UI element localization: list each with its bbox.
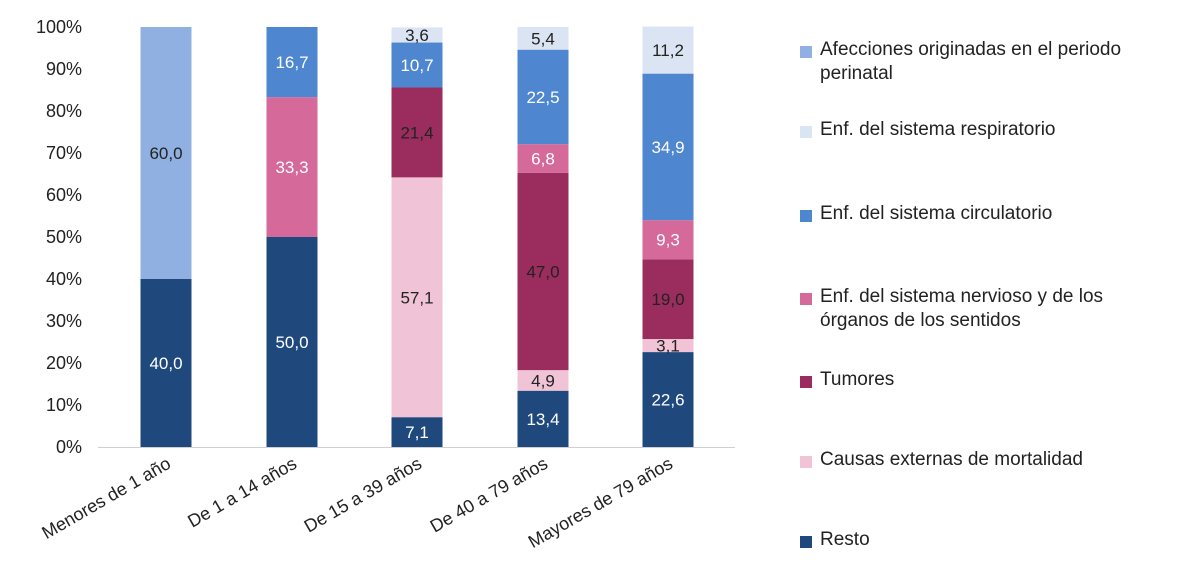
bar-segment — [517, 27, 569, 50]
legend-swatch — [800, 293, 812, 305]
y-tick-label: 80% — [46, 101, 82, 121]
data-label: 40,0 — [149, 354, 182, 373]
bar-segment — [391, 177, 443, 418]
y-tick-label: 90% — [46, 59, 82, 79]
y-tick-label: 60% — [46, 185, 82, 205]
legend-swatch — [800, 536, 812, 548]
bar-segment — [642, 259, 694, 340]
y-tick-label: 20% — [46, 353, 82, 373]
legend-label: Tumores — [820, 369, 895, 390]
legend-swatch — [800, 210, 812, 222]
legend-item-circulatorio: Enf. del sistema circulatorio — [800, 202, 1170, 226]
y-tick-label: 10% — [46, 395, 82, 415]
x-tick-label: De 40 a 79 años — [427, 453, 551, 536]
legend-label: Enf. del sistema respiratorio — [820, 119, 1056, 140]
legend: Afecciones originadas en el periodo peri… — [800, 20, 1180, 560]
data-label: 16,7 — [275, 53, 308, 72]
y-tick-label: 50% — [46, 227, 82, 247]
data-label: 21,4 — [400, 123, 433, 142]
legend-label: Resto — [820, 529, 870, 550]
bar-segment — [642, 220, 694, 260]
stacked-bar-chart: 0% 10% 20% 30% 40% 50% 60% 70% 80% 90% 100% 40,0 60,… — [36, 17, 735, 552]
data-label: 34,9 — [651, 138, 684, 157]
bar-segment — [140, 27, 192, 279]
y-tick-label: 70% — [46, 143, 82, 163]
data-label: 3,6 — [405, 26, 429, 45]
bar-segment — [517, 390, 569, 447]
bar-segment — [391, 87, 443, 178]
bar-segment — [266, 27, 318, 98]
data-label: 3,1 — [656, 337, 680, 356]
legend-item-perinatal: Afecciones originadas en el periodo peri… — [800, 38, 1170, 86]
chart-area: 0% 10% 20% 30% 40% 50% 60% 70% 80% 90% 100% 40,0 60,… — [36, 17, 735, 552]
legend-item-nervioso: Enf. del sistema nervioso y de los órgan… — [800, 285, 1170, 333]
data-label: 7,1 — [405, 423, 429, 442]
data-label: 60,0 — [149, 144, 182, 163]
bar-segment — [642, 352, 694, 447]
data-label: 4,9 — [531, 371, 555, 390]
bar-segment — [517, 172, 569, 371]
legend-item-respiratorio: Enf. del sistema respiratorio — [800, 118, 1170, 142]
legend-item-causas-externas: Causas externas de mortalidad — [800, 448, 1170, 472]
bar-segment — [517, 49, 569, 145]
data-label: 50,0 — [275, 333, 308, 352]
data-label: 11,2 — [652, 41, 684, 60]
data-label: 13,4 — [526, 410, 559, 429]
data-label: 6,8 — [531, 149, 555, 168]
legend-swatch — [800, 126, 812, 138]
legend-item-resto: Resto — [800, 528, 1170, 552]
bar-segment — [140, 279, 192, 447]
legend-label: Causas externas de mortalidad — [820, 449, 1083, 470]
bar-segment — [266, 237, 318, 447]
legend-item-tumores: Tumores — [800, 368, 1170, 392]
y-tick-label: 100% — [36, 17, 82, 37]
legend-swatch — [800, 456, 812, 468]
legend-label: Enf. del sistema circulatorio — [820, 203, 1053, 224]
legend-swatch — [800, 376, 812, 388]
bar-segment — [266, 97, 318, 237]
data-label: 9,3 — [656, 231, 680, 250]
data-label: 10,7 — [400, 56, 433, 75]
bar-segment — [391, 42, 443, 88]
data-label: 19,0 — [651, 290, 684, 309]
data-label: 22,5 — [526, 88, 559, 107]
bar-segment — [517, 370, 569, 391]
y-tick-label: 30% — [46, 311, 82, 331]
bar-segment — [642, 26, 694, 74]
bar-segment — [517, 144, 569, 173]
data-label: 57,1 — [400, 288, 433, 307]
data-label: 33,3 — [275, 158, 308, 177]
y-tick-label: 0% — [56, 437, 82, 457]
data-label: 5,4 — [531, 29, 555, 48]
x-tick-label: De 15 a 39 años — [301, 453, 425, 536]
bar-segment — [642, 73, 694, 221]
bar-segment — [391, 417, 443, 447]
bar-segment — [642, 339, 694, 353]
x-tick-label: Menores de 1 año — [38, 453, 174, 543]
bar-segment — [391, 27, 443, 43]
data-label: 22,6 — [651, 391, 684, 410]
legend-label: Afecciones originadas en el periodo peri… — [820, 39, 1122, 84]
data-label: 47,0 — [526, 262, 559, 281]
y-tick-label: 40% — [46, 269, 82, 289]
legend-swatch — [800, 46, 812, 58]
x-tick-label: De 1 a 14 años — [184, 453, 300, 531]
legend-label: Enf. del sistema nervioso y de los órgan… — [820, 286, 1104, 331]
